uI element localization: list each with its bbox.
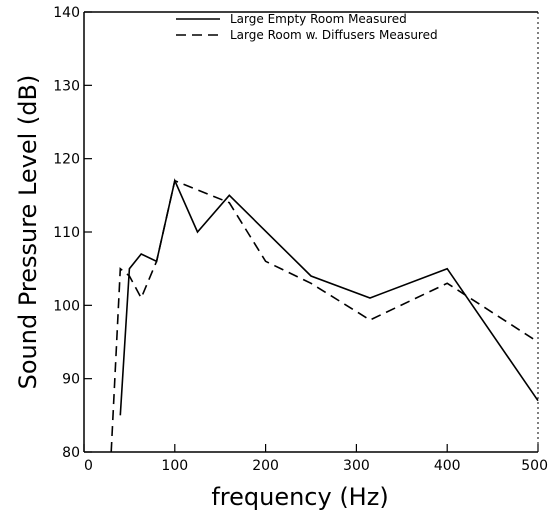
y-tick-label: 90 xyxy=(62,372,80,388)
y-tick-label: 140 xyxy=(53,5,80,21)
x-tick-label: 0 xyxy=(84,458,93,474)
series-line-large-room-diffusers xyxy=(110,179,539,453)
x-tick-group: 0 100 200 300 400 500 xyxy=(83,444,548,474)
x-tick-label: 100 xyxy=(161,458,188,474)
y-tick-label: 100 xyxy=(53,298,80,314)
x-axis-title: frequency (Hz) xyxy=(211,483,388,511)
legend: Large Empty Room Measured Large Room w. … xyxy=(176,12,438,42)
legend-label-large-room-diffusers: Large Room w. Diffusers Measured xyxy=(230,28,438,42)
y-tick-label: 110 xyxy=(53,225,80,241)
x-tick-label: 200 xyxy=(252,458,279,474)
y-tick-label: 130 xyxy=(53,78,80,94)
x-tick-label: 400 xyxy=(434,458,461,474)
y-axis-title: Sound Pressure Level (dB) xyxy=(14,75,42,390)
y-tick-label: 80 xyxy=(62,445,80,461)
series-line-large-empty-room xyxy=(119,178,539,416)
x-tick-label: 300 xyxy=(343,458,370,474)
y-tick-group: 80 90 100 110 120 130 140 xyxy=(53,5,92,461)
y-tick-label: 120 xyxy=(53,152,80,168)
legend-label-large-empty-room: Large Empty Room Measured xyxy=(230,12,407,26)
x-tick-label: 500 xyxy=(521,458,548,474)
